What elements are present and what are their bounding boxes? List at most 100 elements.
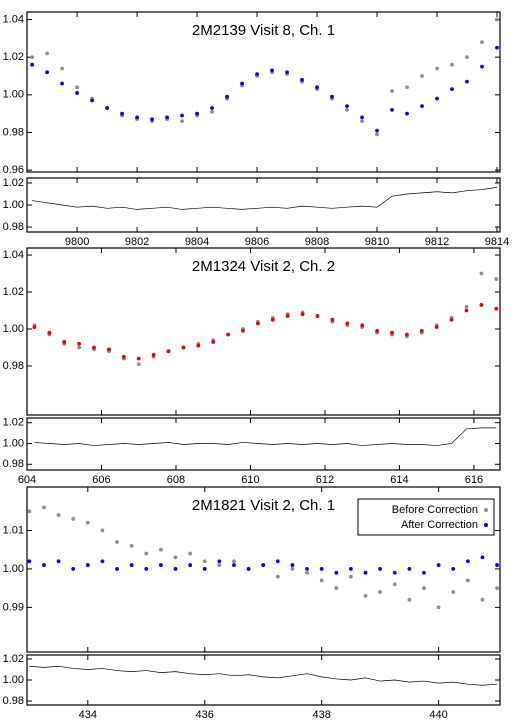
plot-frame	[26, 11, 501, 173]
data-point	[494, 277, 499, 281]
data-point	[434, 325, 439, 330]
chart-title: 2M1324 Visit 2, Ch. 2	[192, 258, 335, 275]
data-point	[495, 17, 499, 22]
data-point	[144, 551, 149, 556]
data-point	[465, 55, 469, 60]
data-point	[42, 505, 46, 510]
data-point	[158, 563, 163, 567]
data-point	[375, 128, 379, 133]
data-point	[363, 593, 368, 598]
data-point	[270, 317, 275, 322]
data-point	[464, 304, 469, 309]
data-point	[465, 559, 470, 564]
data-point	[392, 570, 397, 575]
data-point	[319, 578, 324, 583]
data-point	[105, 106, 109, 110]
y-tick-label: 1.02	[3, 51, 24, 63]
legend-marker	[484, 523, 488, 527]
data-point	[275, 574, 280, 579]
data-point	[100, 559, 105, 564]
data-point	[210, 109, 214, 114]
data-point	[436, 563, 441, 567]
data-point	[60, 81, 64, 86]
data-point	[285, 70, 289, 75]
x-tick-label: 612	[316, 474, 334, 486]
data-point	[120, 111, 124, 116]
data-line	[34, 427, 497, 446]
data-point	[129, 563, 134, 567]
data-point	[378, 567, 383, 571]
data-point	[85, 563, 90, 567]
y-tick-label: 0.96	[3, 164, 24, 176]
data-point	[378, 590, 383, 594]
y-tick-label: 1.02	[3, 286, 24, 298]
data-point	[135, 115, 139, 120]
data-point	[45, 51, 49, 56]
data-point	[345, 107, 349, 112]
data-point	[290, 567, 295, 571]
plot-frame	[26, 177, 501, 233]
x-tick-label: 436	[196, 709, 214, 720]
data-point	[71, 567, 76, 571]
data-point	[300, 312, 305, 317]
data-point	[375, 328, 379, 333]
data-point	[392, 582, 397, 587]
data-point	[100, 528, 105, 533]
data-point	[330, 94, 334, 99]
data-point	[390, 330, 394, 335]
data-point	[275, 559, 280, 564]
legend-label: After Correction	[401, 519, 478, 531]
data-point	[232, 559, 236, 564]
data-point	[256, 321, 260, 326]
x-tick-label: 9800	[65, 236, 89, 248]
y-tick-label: 0.98	[3, 458, 24, 470]
data-point	[285, 314, 290, 318]
data-point	[261, 563, 266, 567]
x-tick-label: 9808	[305, 236, 329, 248]
data-point	[62, 340, 67, 344]
data-point	[56, 513, 61, 517]
data-point	[436, 605, 441, 610]
data-point	[360, 119, 364, 124]
data-point	[75, 85, 79, 90]
data-point	[90, 98, 94, 103]
data-point	[27, 509, 32, 514]
data-point	[422, 586, 426, 591]
plot-frame	[26, 654, 501, 706]
data-point	[115, 540, 119, 544]
data-point	[115, 567, 119, 571]
y-tick-label: 1.00	[3, 199, 24, 211]
data-point	[30, 55, 34, 60]
data-point	[405, 111, 409, 116]
chart-title: 2M2139 Visit 8, Ch. 1	[192, 22, 335, 39]
y-tick-label: 0.98	[3, 126, 24, 138]
data-point	[240, 81, 244, 86]
data-point	[270, 68, 274, 73]
data-point	[479, 303, 484, 307]
x-tick-label: 610	[241, 474, 259, 486]
data-point	[375, 132, 379, 137]
data-point	[158, 547, 163, 552]
data-point	[451, 590, 456, 594]
plot-frame	[26, 247, 501, 416]
data-point	[363, 570, 368, 575]
data-point	[255, 72, 259, 77]
data-point	[390, 89, 394, 93]
data-point	[77, 341, 82, 346]
data-point	[217, 563, 222, 567]
x-tick-label: 604	[18, 474, 36, 486]
y-tick-label: 1.04	[3, 249, 24, 261]
x-tick-label: 614	[390, 474, 408, 486]
data-point	[232, 563, 236, 567]
data-point	[151, 352, 156, 357]
data-point	[450, 87, 454, 92]
data-point	[47, 330, 52, 335]
x-tick-label: 9810	[365, 236, 389, 248]
data-point	[435, 96, 439, 101]
data-point	[136, 362, 141, 367]
y-tick-label: 1.00	[3, 674, 24, 686]
data-point	[480, 40, 484, 45]
data-point	[85, 520, 90, 525]
data-point	[404, 332, 409, 337]
